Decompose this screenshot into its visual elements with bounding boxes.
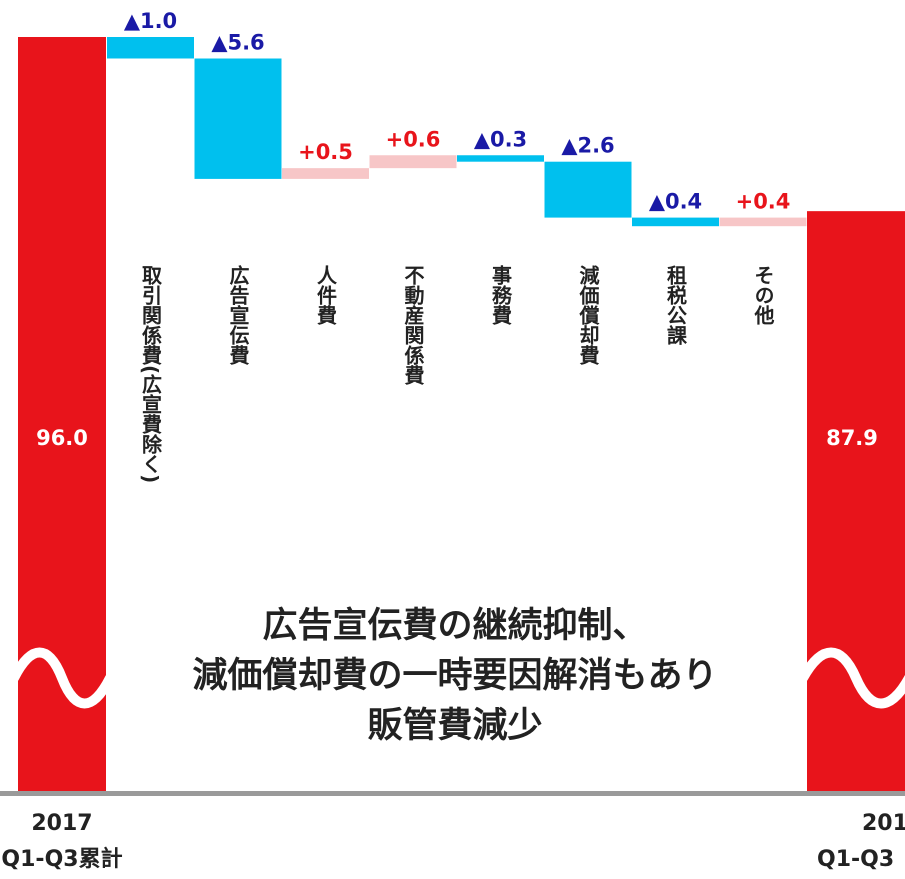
category-label-4: 事務費 bbox=[489, 264, 513, 326]
step-bar-6 bbox=[632, 217, 719, 227]
annotation-line-3: 販管費減少 bbox=[367, 706, 542, 746]
step-value-label-0: ▲1.0 bbox=[124, 9, 177, 33]
x-label-end-line1: 201 bbox=[862, 811, 905, 836]
axis-break-start bbox=[9, 647, 115, 709]
step-value-label-4: ▲0.3 bbox=[474, 127, 527, 151]
category-label-5: 減価償却費 bbox=[576, 264, 600, 366]
bar-end-value-label: 87.9 bbox=[826, 426, 878, 450]
step-bar-0 bbox=[107, 37, 194, 59]
annotation-line-2: 減価償却費の一時要因解消もあり bbox=[192, 656, 717, 696]
category-label-3: 不動産関係費 bbox=[401, 265, 425, 386]
category-label-1: 広告宣伝費 bbox=[226, 264, 250, 366]
category-label-7: その他 bbox=[751, 265, 775, 325]
baseline bbox=[0, 791, 905, 796]
step-value-label-1: ▲5.6 bbox=[211, 31, 264, 55]
x-label-start-line1: 2017 bbox=[31, 811, 92, 836]
bar-end-total bbox=[807, 211, 905, 791]
step-bar-2 bbox=[282, 168, 369, 179]
step-bar-5 bbox=[544, 161, 632, 218]
category-label-2: 人件費 bbox=[314, 265, 338, 326]
step-bar-3 bbox=[369, 155, 457, 169]
bar-start-total bbox=[18, 37, 106, 791]
category-label-6: 租税公課 bbox=[664, 265, 688, 345]
step-bar-1 bbox=[194, 58, 282, 179]
step-bar-7 bbox=[719, 217, 807, 227]
category-label-0: 取引関係費(広宣費除く) bbox=[139, 265, 163, 483]
step-value-label-3: +0.6 bbox=[386, 127, 441, 151]
step-value-label-2: +0.5 bbox=[298, 140, 353, 164]
axis-break-end bbox=[798, 647, 905, 709]
bar-start-value-label: 96.0 bbox=[36, 426, 88, 450]
x-label-start-line2: Q1-Q3累計 bbox=[1, 846, 122, 872]
step-value-label-5: ▲2.6 bbox=[561, 134, 614, 158]
step-value-label-6: ▲0.4 bbox=[649, 190, 702, 214]
step-value-label-7: +0.4 bbox=[736, 190, 791, 214]
annotation-line-1: 広告宣伝費の継続抑制、 bbox=[262, 606, 647, 646]
x-label-end-line2: Q1-Q3 bbox=[817, 847, 894, 872]
step-bar-4 bbox=[457, 155, 544, 162]
